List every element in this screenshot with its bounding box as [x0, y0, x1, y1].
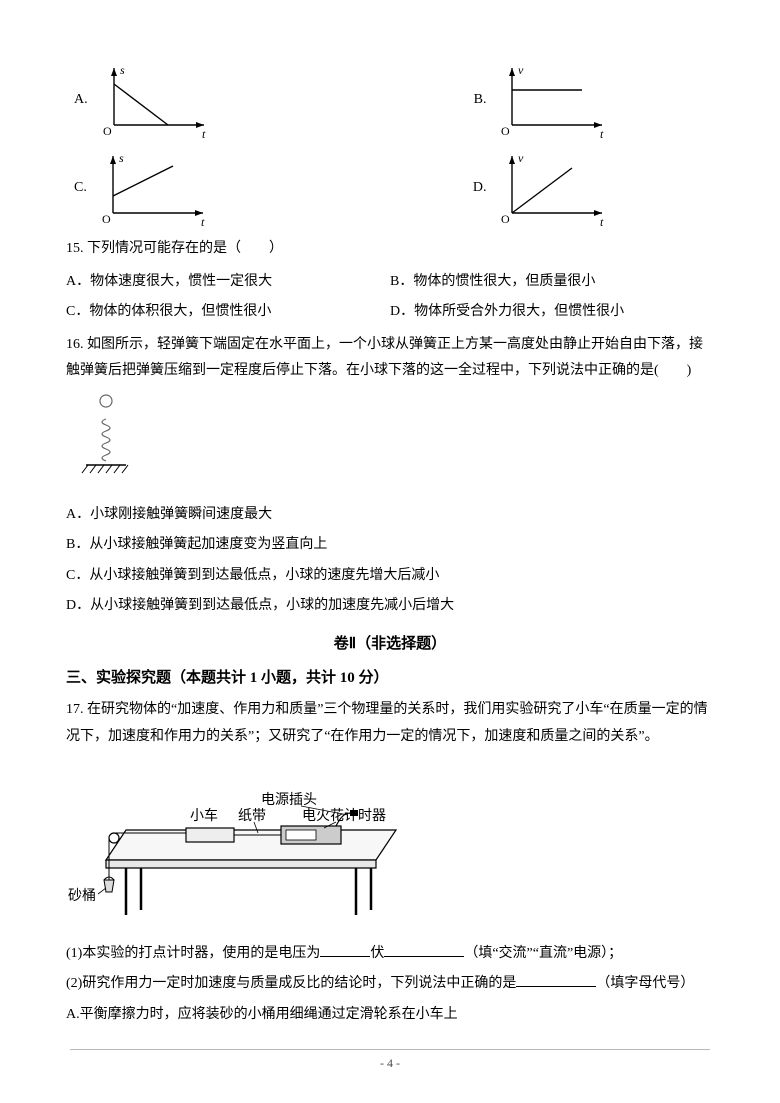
q17-part1: (1)本实验的打点计时器，使用的是电压为 伏 （填“交流”“直流”电源）；: [66, 941, 714, 968]
blank-current-type[interactable]: [384, 943, 464, 957]
chart-C-origin: O: [102, 212, 111, 226]
chart-A-svg: s t O: [94, 60, 214, 140]
page-footer: - 4 -: [0, 1049, 780, 1075]
option-D-label: D.: [473, 175, 487, 202]
section-2-title: 卷Ⅱ（非选择题）: [66, 630, 714, 659]
chart-row-1: A. s t O B. v t O: [66, 60, 714, 140]
page-number: - 4 -: [380, 1056, 400, 1070]
option-C-label: C.: [74, 175, 87, 202]
fig-label-plug: 电源插头: [261, 792, 317, 808]
option-B-chart[interactable]: B. v t O: [474, 60, 613, 140]
q16-opt-C[interactable]: C．从小球接触弹簧到到达最低点，小球的速度先增大后减小: [66, 563, 714, 590]
q15-stem: 15. 下列情况可能存在的是（ ）: [66, 236, 714, 263]
fig-label-timer: 电火花计时器: [302, 808, 386, 824]
q15-opt-C[interactable]: C．物体的体积很大，但惯性很小: [66, 297, 390, 328]
q17-part1-post: （填“交流”“直流”电源）；: [464, 946, 622, 961]
option-D-chart[interactable]: D. v t O: [473, 148, 613, 228]
chart-D-ylabel: v: [518, 151, 524, 165]
q15-opt-D[interactable]: D．物体所受合外力很大，但惯性很小: [390, 297, 714, 328]
q16-stem: 16. 如图所示，轻弹簧下端固定在水平面上，一个小球从弹簧正上方某一高度处由静止…: [66, 332, 714, 385]
q15-opt-B[interactable]: B．物体的惯性很大，但质量很小: [390, 267, 714, 298]
q16-opt-D[interactable]: D．从小球接触弹簧到到达最低点，小球的加速度先减小后增大: [66, 593, 714, 620]
chart-C-xlabel: t: [201, 215, 205, 228]
q17-part2-opt-A[interactable]: A.平衡摩擦力时，应将装砂的小桶用细绳通过定滑轮系在小车上: [66, 1002, 714, 1029]
q16-figure: [76, 391, 714, 492]
option-A-label: A.: [74, 87, 88, 114]
q17-part2-post: （填字母代号）: [596, 976, 694, 991]
option-B-label: B.: [474, 87, 487, 114]
chart-D-origin: O: [501, 212, 510, 226]
q17-figure: 电源插头 小车 纸带 电火花计时器 砂桶: [66, 760, 714, 931]
q17-stem: 17. 在研究物体的“加速度、作用力和质量”三个物理量的关系时，我们用实验研究了…: [66, 697, 714, 750]
chart-A-xlabel: t: [202, 127, 206, 140]
chart-A-ylabel: s: [120, 63, 125, 77]
blank-voltage[interactable]: [320, 943, 370, 957]
fig-label-cart: 小车: [190, 807, 218, 824]
chart-D-svg: v t O: [492, 148, 612, 228]
chart-C-svg: s t O: [93, 148, 213, 228]
q16-opt-A[interactable]: A．小球刚接触弹簧瞬间速度最大: [66, 502, 714, 529]
chart-D-xlabel: t: [600, 215, 604, 228]
heading-3: 三、实验探究题（本题共计 1 小题，共计 10 分）: [66, 664, 714, 693]
q17-part1-pre: (1)本实验的打点计时器，使用的是电压为: [66, 946, 320, 961]
chart-C-ylabel: s: [119, 151, 124, 165]
chart-A-origin: O: [103, 124, 112, 138]
q16-opt-B[interactable]: B．从小球接触弹簧起加速度变为竖直向上: [66, 532, 714, 559]
chart-B-origin: O: [501, 124, 510, 138]
q17-part2: (2)研究作用力一定时加速度与质量成反比的结论时，下列说法中正确的是 （填字母代号…: [66, 971, 714, 998]
q17-part1-mid: 伏: [370, 946, 384, 961]
chart-B-ylabel: v: [518, 63, 524, 77]
chart-B-xlabel: t: [600, 127, 604, 140]
q17-part2-pre: (2)研究作用力一定时加速度与质量成反比的结论时，下列说法中正确的是: [66, 976, 516, 991]
fig-label-bucket: 砂桶: [68, 888, 96, 904]
blank-answer-letter[interactable]: [516, 973, 596, 987]
option-C-chart[interactable]: C. s t O: [74, 148, 213, 228]
q15-opt-A[interactable]: A．物体速度很大，惯性一定很大: [66, 267, 390, 298]
q15-options: A．物体速度很大，惯性一定很大 B．物体的惯性很大，但质量很小 C．物体的体积很…: [66, 267, 714, 328]
option-A-chart[interactable]: A. s t O: [74, 60, 214, 140]
chart-row-2: C. s t O D. v t O: [66, 148, 714, 228]
chart-B-svg: v t O: [492, 60, 612, 140]
fig-label-tape: 纸带: [238, 808, 266, 824]
